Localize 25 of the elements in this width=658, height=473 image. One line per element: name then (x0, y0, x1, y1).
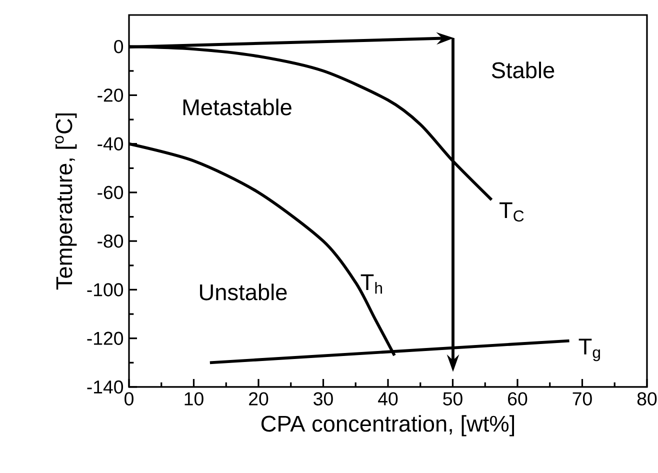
y-tick-label: -60 (98, 186, 124, 200)
y-tick-label: -20 (98, 88, 124, 102)
annotation: T$_{g}$ (578, 338, 600, 362)
annotation: Unstable (200, 284, 287, 300)
x-tick-label: 80 (637, 392, 657, 406)
x-tick-label: 10 (184, 392, 204, 406)
annotation: Metastable (183, 98, 292, 116)
y-tick-label: -100 (87, 283, 124, 296)
annotation: T$_{h}$ (360, 274, 382, 294)
y-tick-label: -120 (87, 332, 124, 345)
annotation: T$_{C}$ (500, 202, 524, 222)
y-tick-label: -40 (98, 137, 124, 150)
x-tick-label: 30 (314, 392, 333, 406)
x-tick-label: 50 (443, 392, 462, 406)
y-axis-title: Temperature, [$^{o}$C] (55, 113, 77, 290)
x-tick-label: 20 (249, 392, 268, 406)
y-tick-label: -80 (98, 234, 124, 248)
annotation: Stable (492, 62, 554, 78)
y-tick-label: 0 (114, 40, 124, 54)
x-tick-label: 0 (124, 392, 134, 406)
x-tick-label: 40 (378, 392, 398, 406)
x-tick-label: 60 (508, 392, 528, 406)
x-axis-title: CPA concentration, [wt%] (261, 415, 514, 436)
x-tick-label: 70 (572, 392, 592, 406)
y-tick-label: -140 (87, 380, 124, 394)
